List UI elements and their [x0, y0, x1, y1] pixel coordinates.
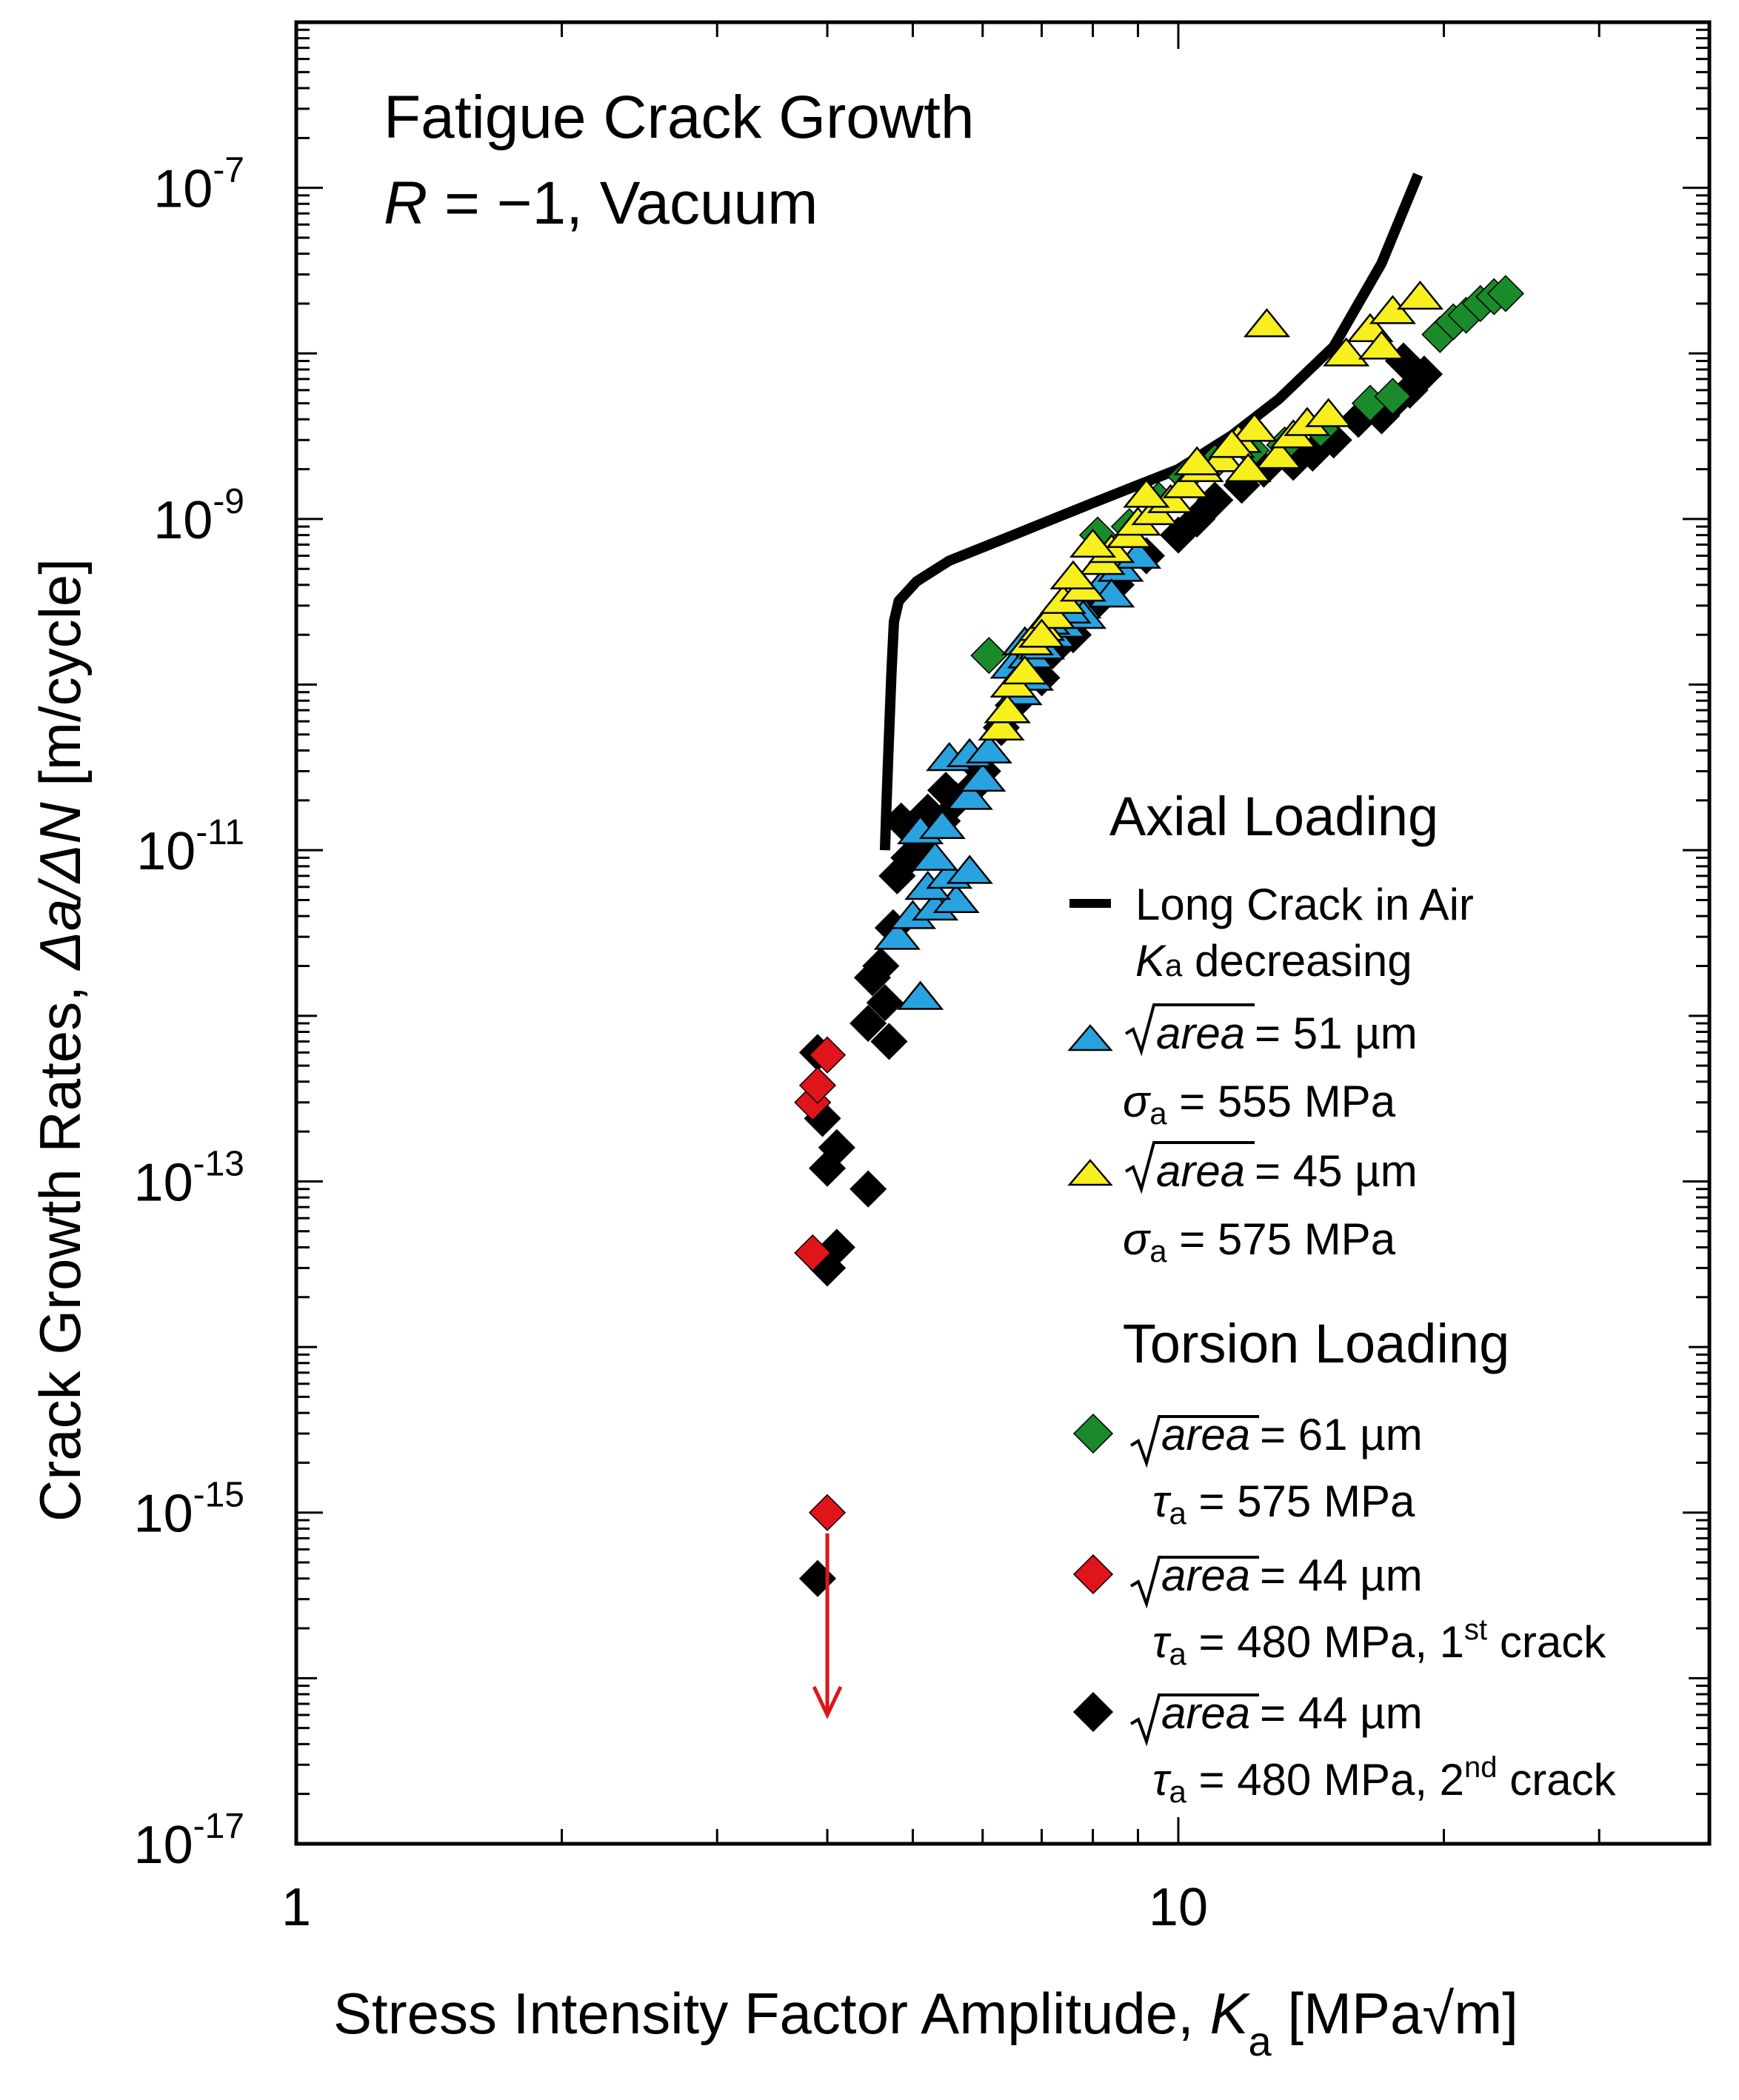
legend-red-size: = 44 µm [1260, 1551, 1423, 1600]
legend-black-stress: τa = 480 MPa, 2nd crack [1152, 1751, 1617, 1809]
legend-black-diamond [1072, 1691, 1114, 1733]
legend-entry-blue: area = 51 µm σa = 555 MPa [1067, 1003, 1418, 1131]
legend-blue-root: area [1156, 1009, 1245, 1058]
legend-black-root: area [1161, 1688, 1250, 1738]
legend: Axial Loading Long Crack in Air Ka decre… [1067, 786, 1617, 1809]
legend-green-size: = 61 µm [1260, 1410, 1423, 1459]
chart-subtitle: R = −1, Vacuum [384, 170, 818, 237]
black-diamond-point [862, 947, 900, 985]
legend-black-radical [1129, 1693, 1259, 1747]
legend-red-stress: τa = 480 MPa, 1st crack [1152, 1614, 1606, 1671]
black-diamond-point [927, 772, 965, 809]
legend-yellow-size: = 45 µm [1255, 1146, 1418, 1196]
y-tick-label: 10-15 [134, 1476, 244, 1544]
y-tick-label: 10-17 [134, 1807, 244, 1875]
blue-triangle-point [897, 980, 944, 1010]
legend-long-crack-label: Long Crack in Air [1135, 880, 1474, 929]
axis-ticks [295, 22, 1711, 1845]
y-tick-label: 10-13 [134, 1144, 244, 1212]
legend-blue-triangle [1067, 1024, 1113, 1051]
blue-triangle-point [873, 920, 921, 950]
yellow-triangle-point [1243, 308, 1291, 338]
x-tick-labels: 1 10 [281, 1878, 1208, 1937]
legend-red-diamond [1072, 1554, 1114, 1595]
blue-triangle-point [911, 841, 959, 871]
red-arrow [812, 1533, 843, 1719]
yellow-triangle-point [1323, 337, 1370, 367]
legend-blue-radical [1124, 1003, 1255, 1057]
legend-yellow-root: area [1156, 1146, 1245, 1196]
y-tick-label: 10-11 [136, 813, 244, 881]
yellow-triangle-point [1001, 655, 1049, 685]
legend-green-root: area [1161, 1410, 1250, 1459]
yellow-triangle-point [1255, 440, 1303, 469]
green-diamond-point [1486, 275, 1524, 312]
legend-green-radical [1129, 1415, 1259, 1468]
y-tick-label: 10-9 [153, 482, 244, 550]
x-axis-label: Stress Intensity Factor Amplitude, Ka [M… [333, 1981, 1518, 2064]
red-arrow-head [812, 1685, 843, 1719]
yellow-triangle-point [1369, 295, 1417, 324]
legend-axial-heading: Axial Loading [1109, 786, 1438, 847]
chart-title: Fatigue Crack Growth [384, 84, 975, 151]
black-diamond-point [866, 984, 904, 1022]
yellow-triangle-point [1231, 412, 1278, 442]
yellow-triangle-point [1018, 618, 1066, 648]
blue-triangle-point [959, 762, 1007, 792]
x-tick-label: 1 [281, 1878, 311, 1937]
yellow-triangle-point [1162, 469, 1209, 498]
blue-triangle-point [946, 780, 993, 810]
legend-yellow-stress: σa = 575 MPa [1123, 1214, 1396, 1268]
blue-triangle-point [946, 855, 993, 884]
black-diamond-point [850, 1170, 887, 1208]
y-tick-label: 10-7 [153, 151, 244, 219]
x-tick-label: 10 [1149, 1878, 1208, 1937]
red-diamond-point [808, 1494, 847, 1531]
data-markers [794, 275, 1524, 1597]
legend-blue-stress: σa = 555 MPa [1123, 1077, 1396, 1131]
green-diamond-point [1374, 378, 1412, 415]
black-diamond-point [850, 1004, 887, 1043]
yellow-triangle-point [1396, 280, 1444, 310]
yellow-triangle-point [1305, 398, 1352, 427]
yellow-triangle-point [978, 711, 1025, 741]
yellow-triangle-point [1224, 452, 1272, 483]
blue-triangle-point [918, 809, 966, 839]
legend-yellow-triangle [1067, 1159, 1113, 1186]
legend-entry-black: area = 44 µm τa = 480 MPa, 2nd crack [1072, 1688, 1617, 1809]
legend-red-radical [1129, 1556, 1259, 1609]
legend-green-diamond [1072, 1413, 1114, 1454]
legend-yellow-radical [1124, 1141, 1255, 1194]
legend-red-root: area [1161, 1551, 1250, 1600]
y-axis-label: Crack Growth Rates, Δa/ΔN [m/cycle] [27, 558, 93, 1522]
yellow-triangle-point [1069, 528, 1117, 558]
blue-triangle-point [965, 734, 1012, 763]
black-diamond-point [870, 1023, 908, 1060]
yellow-triangle-point [984, 694, 1031, 723]
yellow-triangle-point [1049, 560, 1097, 589]
red-diamond-point [794, 1234, 832, 1272]
red-diamond-point [808, 1036, 847, 1074]
red-diamond-point [798, 1066, 836, 1104]
legend-torsion-heading: Torsion Loading [1123, 1313, 1509, 1374]
yellow-triangle-point [1208, 429, 1255, 458]
legend-blue-size: = 51 µm [1255, 1009, 1418, 1058]
yellow-triangle-point [1358, 330, 1406, 360]
legend-long-crack-label-2: Ka decreasing [1135, 936, 1412, 986]
long-crack-curve [879, 173, 1423, 851]
legend-entry-yellow: area = 45 µm σa = 575 MPa [1067, 1141, 1418, 1268]
y-tick-labels: 10-7 10-9 10-11 10-13 10-15 10-17 [134, 151, 244, 1875]
legend-entry-green: area = 61 µm τa = 575 MPa [1072, 1410, 1423, 1531]
black-diamond-point [818, 1128, 855, 1166]
plot-content [794, 173, 1524, 1719]
green-diamond-point [970, 637, 1008, 675]
plot-frame [294, 20, 1712, 1846]
yellow-triangle-point [1123, 478, 1170, 508]
legend-green-stress: τa = 575 MPa [1152, 1477, 1415, 1531]
yellow-triangle-point [1173, 446, 1221, 475]
legend-black-size: = 44 µm [1260, 1688, 1423, 1738]
legend-entry-red: area = 44 µm τa = 480 MPa, 1st crack [1072, 1551, 1606, 1671]
